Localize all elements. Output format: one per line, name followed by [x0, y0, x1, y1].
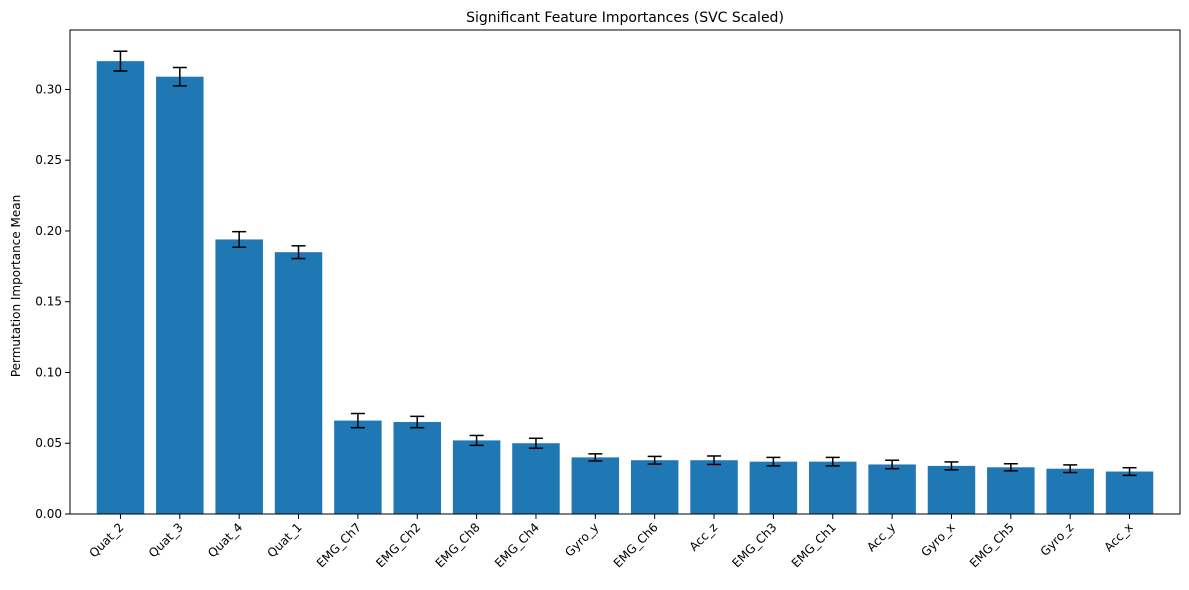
bar-EMG_Ch7: [334, 420, 382, 514]
bar-EMG_Ch5: [987, 467, 1035, 514]
bar-EMG_Ch4: [512, 443, 560, 514]
y-tick-label: 0.15: [35, 295, 62, 309]
x-tick-label: Quat_2: [86, 520, 126, 560]
y-tick-label: 0.10: [35, 365, 62, 379]
x-tick-label: EMG_Ch1: [789, 520, 839, 570]
x-tick-label: Gyro_z: [1038, 520, 1077, 559]
x-tick-label: EMG_Ch2: [373, 520, 423, 570]
y-ticks-group: 0.00 0.05 0.10 0.15 0.20 0.25 0.30: [35, 82, 70, 521]
bar-Quat_4: [215, 239, 263, 514]
bar-Quat_3: [156, 76, 204, 514]
x-tick-label: Quat_1: [265, 520, 305, 560]
x-tick-label: EMG_Ch7: [314, 520, 364, 570]
bar-Acc_y: [868, 464, 916, 514]
y-tick-label: 0.20: [35, 224, 62, 238]
x-tick-label: EMG_Ch3: [729, 520, 779, 570]
y-tick-label: 0.00: [35, 507, 62, 521]
bar-EMG_Ch8: [452, 440, 501, 514]
bar-EMG_Ch3: [749, 461, 798, 514]
chart-title: Significant Feature Importances (SVC Sca…: [466, 10, 784, 26]
bar-EMG_Ch1: [809, 461, 857, 514]
bar-Acc_z: [690, 460, 738, 514]
bar-Quat_2: [96, 61, 145, 515]
y-axis-label: Permutation Importance Mean: [9, 195, 23, 377]
bars-group: [96, 61, 1154, 515]
plot-frame: [69, 29, 1181, 515]
x-ticks-group: Quat_2 Quat_3 Quat_4 Quat_1 EMG_Ch7 EMG_Ch2 EM…: [86, 514, 1136, 570]
x-tick-label: Acc_z: [687, 520, 721, 554]
bar-Gyro_z: [1046, 468, 1094, 514]
x-tick-label: EMG_Ch6: [611, 520, 661, 570]
error-bars-group: [113, 50, 1137, 477]
bar-Gyro_x: [927, 465, 976, 514]
x-tick-label: Gyro_y: [562, 520, 601, 559]
bar-EMG_Ch2: [393, 422, 441, 514]
x-tick-label: Gyro_x: [918, 520, 957, 559]
bar-Quat_1: [274, 252, 323, 514]
x-tick-label: Quat_3: [146, 520, 186, 560]
y-tick-label: 0.30: [35, 82, 62, 96]
y-tick-label: 0.05: [35, 436, 62, 450]
y-tick-label: 0.25: [35, 153, 62, 167]
x-tick-label: Acc_x: [1102, 520, 1136, 554]
x-tick-label: EMG_Ch4: [492, 520, 542, 570]
x-tick-label: Acc_y: [864, 520, 898, 554]
x-tick-label: EMG_Ch8: [433, 520, 483, 570]
x-tick-label: Quat_4: [205, 520, 245, 560]
bar-Acc_x: [1105, 471, 1154, 514]
x-tick-label: EMG_Ch5: [967, 520, 1017, 570]
bar-Gyro_y: [571, 457, 620, 514]
bar-EMG_Ch6: [630, 460, 679, 514]
